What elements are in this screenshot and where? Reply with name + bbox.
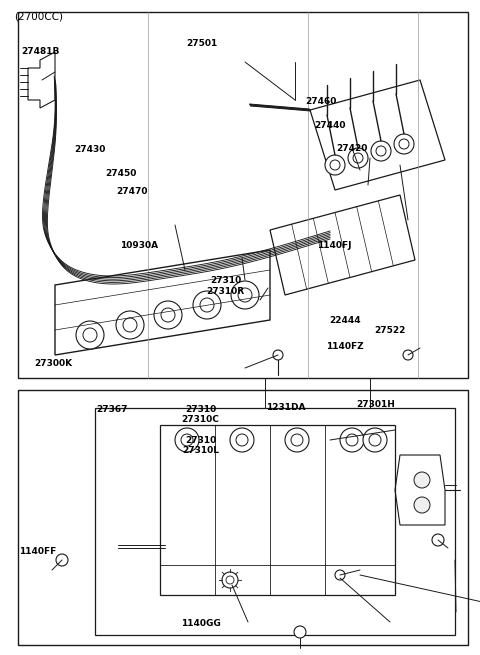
Circle shape [325, 155, 345, 175]
Text: 1140GG: 1140GG [181, 619, 220, 628]
Text: 27301H: 27301H [356, 400, 395, 409]
Text: 1140FJ: 1140FJ [317, 241, 351, 250]
Circle shape [399, 139, 409, 149]
Text: (2700CC): (2700CC) [14, 12, 63, 22]
Circle shape [222, 572, 238, 588]
Circle shape [193, 291, 221, 319]
Circle shape [175, 428, 199, 452]
Circle shape [83, 328, 97, 342]
Circle shape [238, 288, 252, 302]
Text: 27440: 27440 [314, 121, 346, 130]
Circle shape [340, 428, 364, 452]
Circle shape [161, 308, 175, 322]
Circle shape [273, 350, 283, 360]
Circle shape [200, 298, 214, 312]
Circle shape [230, 428, 254, 452]
Circle shape [123, 318, 137, 332]
Text: 1140FZ: 1140FZ [326, 342, 364, 351]
Circle shape [371, 141, 391, 161]
Circle shape [432, 534, 444, 546]
Text: 27481B: 27481B [22, 47, 60, 56]
Text: 1231DA: 1231DA [266, 403, 306, 412]
Text: 27310
27310C: 27310 27310C [182, 405, 219, 424]
Text: 27430: 27430 [74, 145, 106, 155]
Circle shape [181, 434, 193, 446]
Circle shape [226, 576, 234, 584]
Circle shape [231, 281, 259, 309]
Circle shape [154, 301, 182, 329]
Circle shape [348, 148, 368, 168]
Text: 27450: 27450 [106, 169, 137, 178]
Text: 22444: 22444 [329, 316, 360, 325]
Text: 27367: 27367 [96, 405, 128, 414]
Text: 1140FF: 1140FF [19, 547, 56, 556]
Circle shape [236, 434, 248, 446]
Circle shape [330, 160, 340, 170]
Circle shape [369, 434, 381, 446]
Text: 27420: 27420 [336, 144, 367, 153]
Circle shape [116, 311, 144, 339]
Circle shape [291, 434, 303, 446]
Circle shape [353, 153, 363, 163]
Circle shape [335, 570, 345, 580]
Text: 10930A: 10930A [120, 241, 158, 250]
Circle shape [76, 321, 104, 349]
Text: 27310
27310L: 27310 27310L [182, 436, 219, 455]
Circle shape [394, 134, 414, 154]
Circle shape [294, 626, 306, 638]
Circle shape [414, 497, 430, 513]
Circle shape [363, 428, 387, 452]
Text: 27300K: 27300K [35, 359, 72, 368]
Bar [95, 408, 455, 635]
Bar [18, 12, 468, 378]
Text: 27522: 27522 [374, 326, 406, 335]
Circle shape [56, 554, 68, 566]
Circle shape [414, 472, 430, 488]
Circle shape [285, 428, 309, 452]
Circle shape [403, 350, 413, 360]
Text: 27310
27310R: 27310 27310R [206, 276, 245, 296]
Text: 27470: 27470 [117, 187, 148, 196]
Text: 27460: 27460 [305, 97, 336, 106]
Bar [18, 390, 468, 645]
Bar [160, 425, 395, 595]
Circle shape [376, 146, 386, 156]
Circle shape [346, 434, 358, 446]
Text: 27501: 27501 [186, 39, 217, 48]
